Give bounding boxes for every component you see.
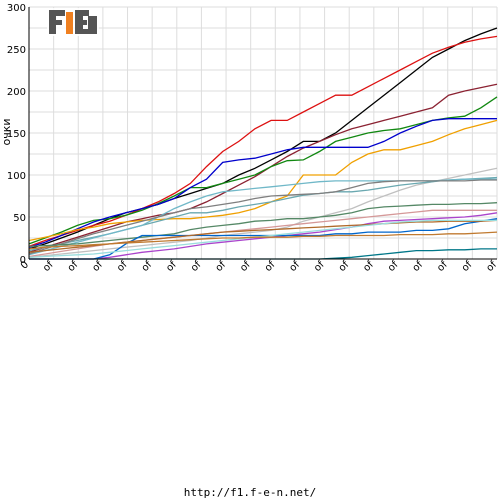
y-tick-label: 0	[20, 255, 26, 266]
series-line-4	[28, 96, 498, 245]
series-line-2	[28, 35, 498, 248]
x-tick-label: of	[337, 259, 352, 274]
y-tick-label: 250	[7, 45, 26, 56]
series-line-10	[28, 179, 497, 255]
series-line-8	[28, 176, 498, 252]
series-line-16	[28, 219, 497, 258]
x-tick-label: of	[361, 259, 376, 274]
x-tick-labels: 0 of of of of of of of of of of of of of of of of of of of	[19, 259, 500, 274]
x-tick-label: of	[460, 259, 475, 274]
x-tick-label: of	[189, 259, 204, 274]
x-tick-label: of	[214, 259, 229, 274]
logo	[47, 8, 99, 36]
series-line-7	[28, 167, 498, 258]
series-line-3	[28, 83, 498, 253]
x-tick-label: of	[411, 259, 426, 274]
x-tick-label: of	[263, 259, 278, 274]
series-line-13	[29, 212, 498, 260]
x-tick-label: of	[485, 259, 500, 274]
series-lines	[28, 27, 498, 260]
x-tick-label: of	[115, 259, 130, 274]
series-line-1	[28, 27, 498, 250]
x-tick-label: of	[164, 259, 179, 274]
y-tick-label: 200	[7, 87, 26, 98]
y-tick-label: 100	[7, 171, 26, 182]
x-tick-label: of	[287, 259, 302, 274]
x-tick-label: of	[66, 259, 81, 274]
y-tick-label: 50	[13, 213, 26, 224]
x-tick-label: of	[140, 259, 155, 274]
x-tick-label: of	[90, 259, 105, 274]
x-tick-label: of	[41, 259, 56, 274]
x-tick-label: of	[435, 259, 450, 274]
x-tick-label: of	[386, 259, 401, 274]
series-line-5	[28, 118, 497, 248]
x-tick-label: 0	[19, 259, 31, 271]
series-line-6	[28, 119, 498, 242]
grid-lines	[28, 6, 498, 260]
series-line-17	[28, 231, 498, 250]
y-tick-labels: 0 50 100 150 200 250 300	[7, 3, 26, 266]
y-tick-label: 150	[7, 129, 26, 140]
footer-url: http://f1.f-e-n.net/	[183, 486, 317, 499]
series-line-11	[28, 202, 498, 248]
series-line-14	[29, 218, 498, 260]
axes	[28, 7, 497, 260]
y-axis-label: очки	[0, 118, 13, 145]
x-tick-label: of	[238, 259, 253, 274]
x-tick-label: of	[312, 259, 327, 274]
y-tick-label: 300	[7, 3, 26, 14]
